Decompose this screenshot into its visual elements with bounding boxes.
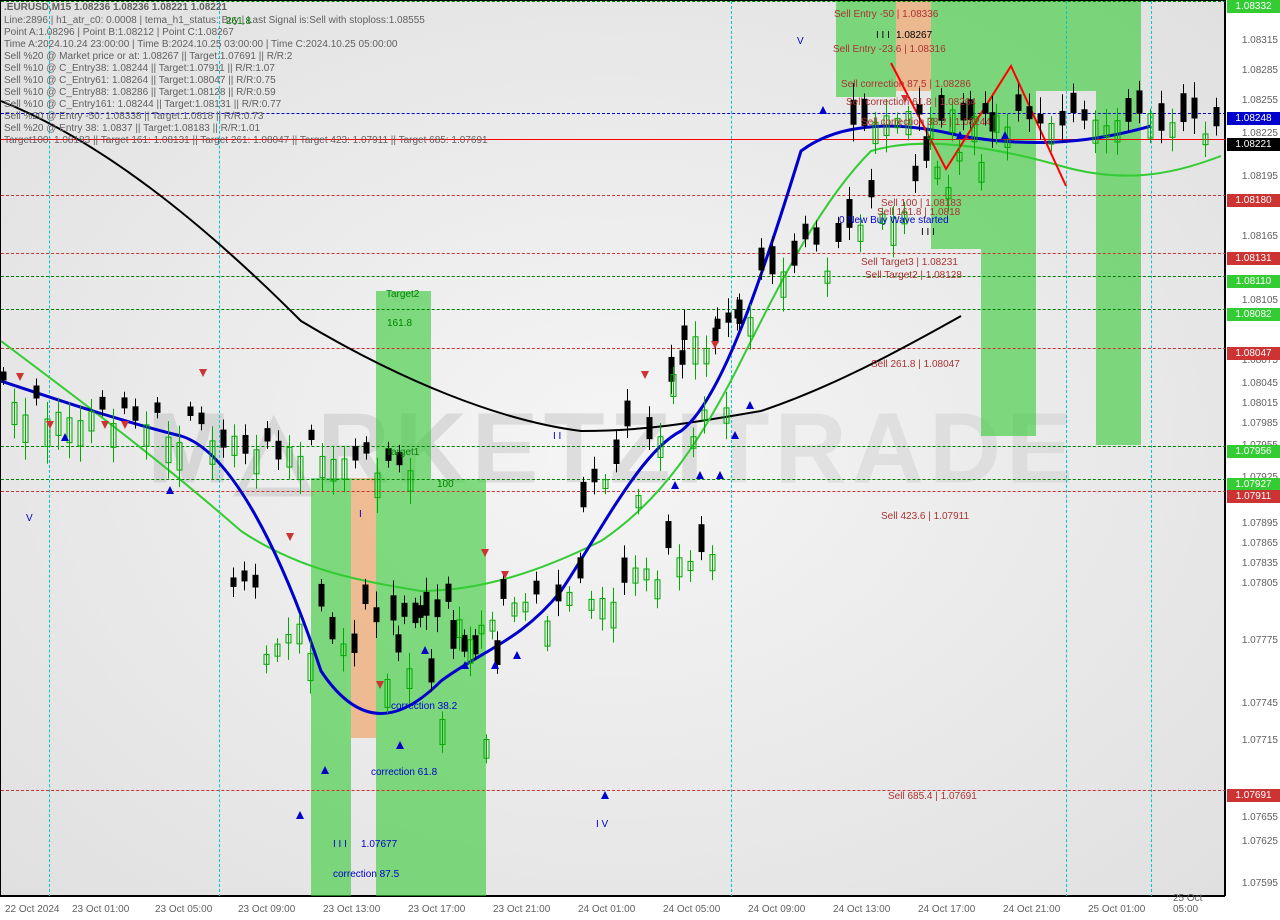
- y-axis: 1.083451.083151.082851.082551.082251.081…: [1225, 0, 1280, 896]
- chart-area[interactable]: M△RKETZITRADE Target2161.8Target1I100I I…: [0, 0, 1225, 896]
- x-axis: 22 Oct 202423 Oct 01:0023 Oct 05:0023 Oc…: [0, 896, 1225, 920]
- watermark: M△RKETZITRADE: [147, 390, 1078, 507]
- chart-title: .EURUSD,M15 1.08236 1.08236 1.08221 1.08…: [4, 2, 227, 13]
- annotation-261: 261.8: [226, 16, 251, 27]
